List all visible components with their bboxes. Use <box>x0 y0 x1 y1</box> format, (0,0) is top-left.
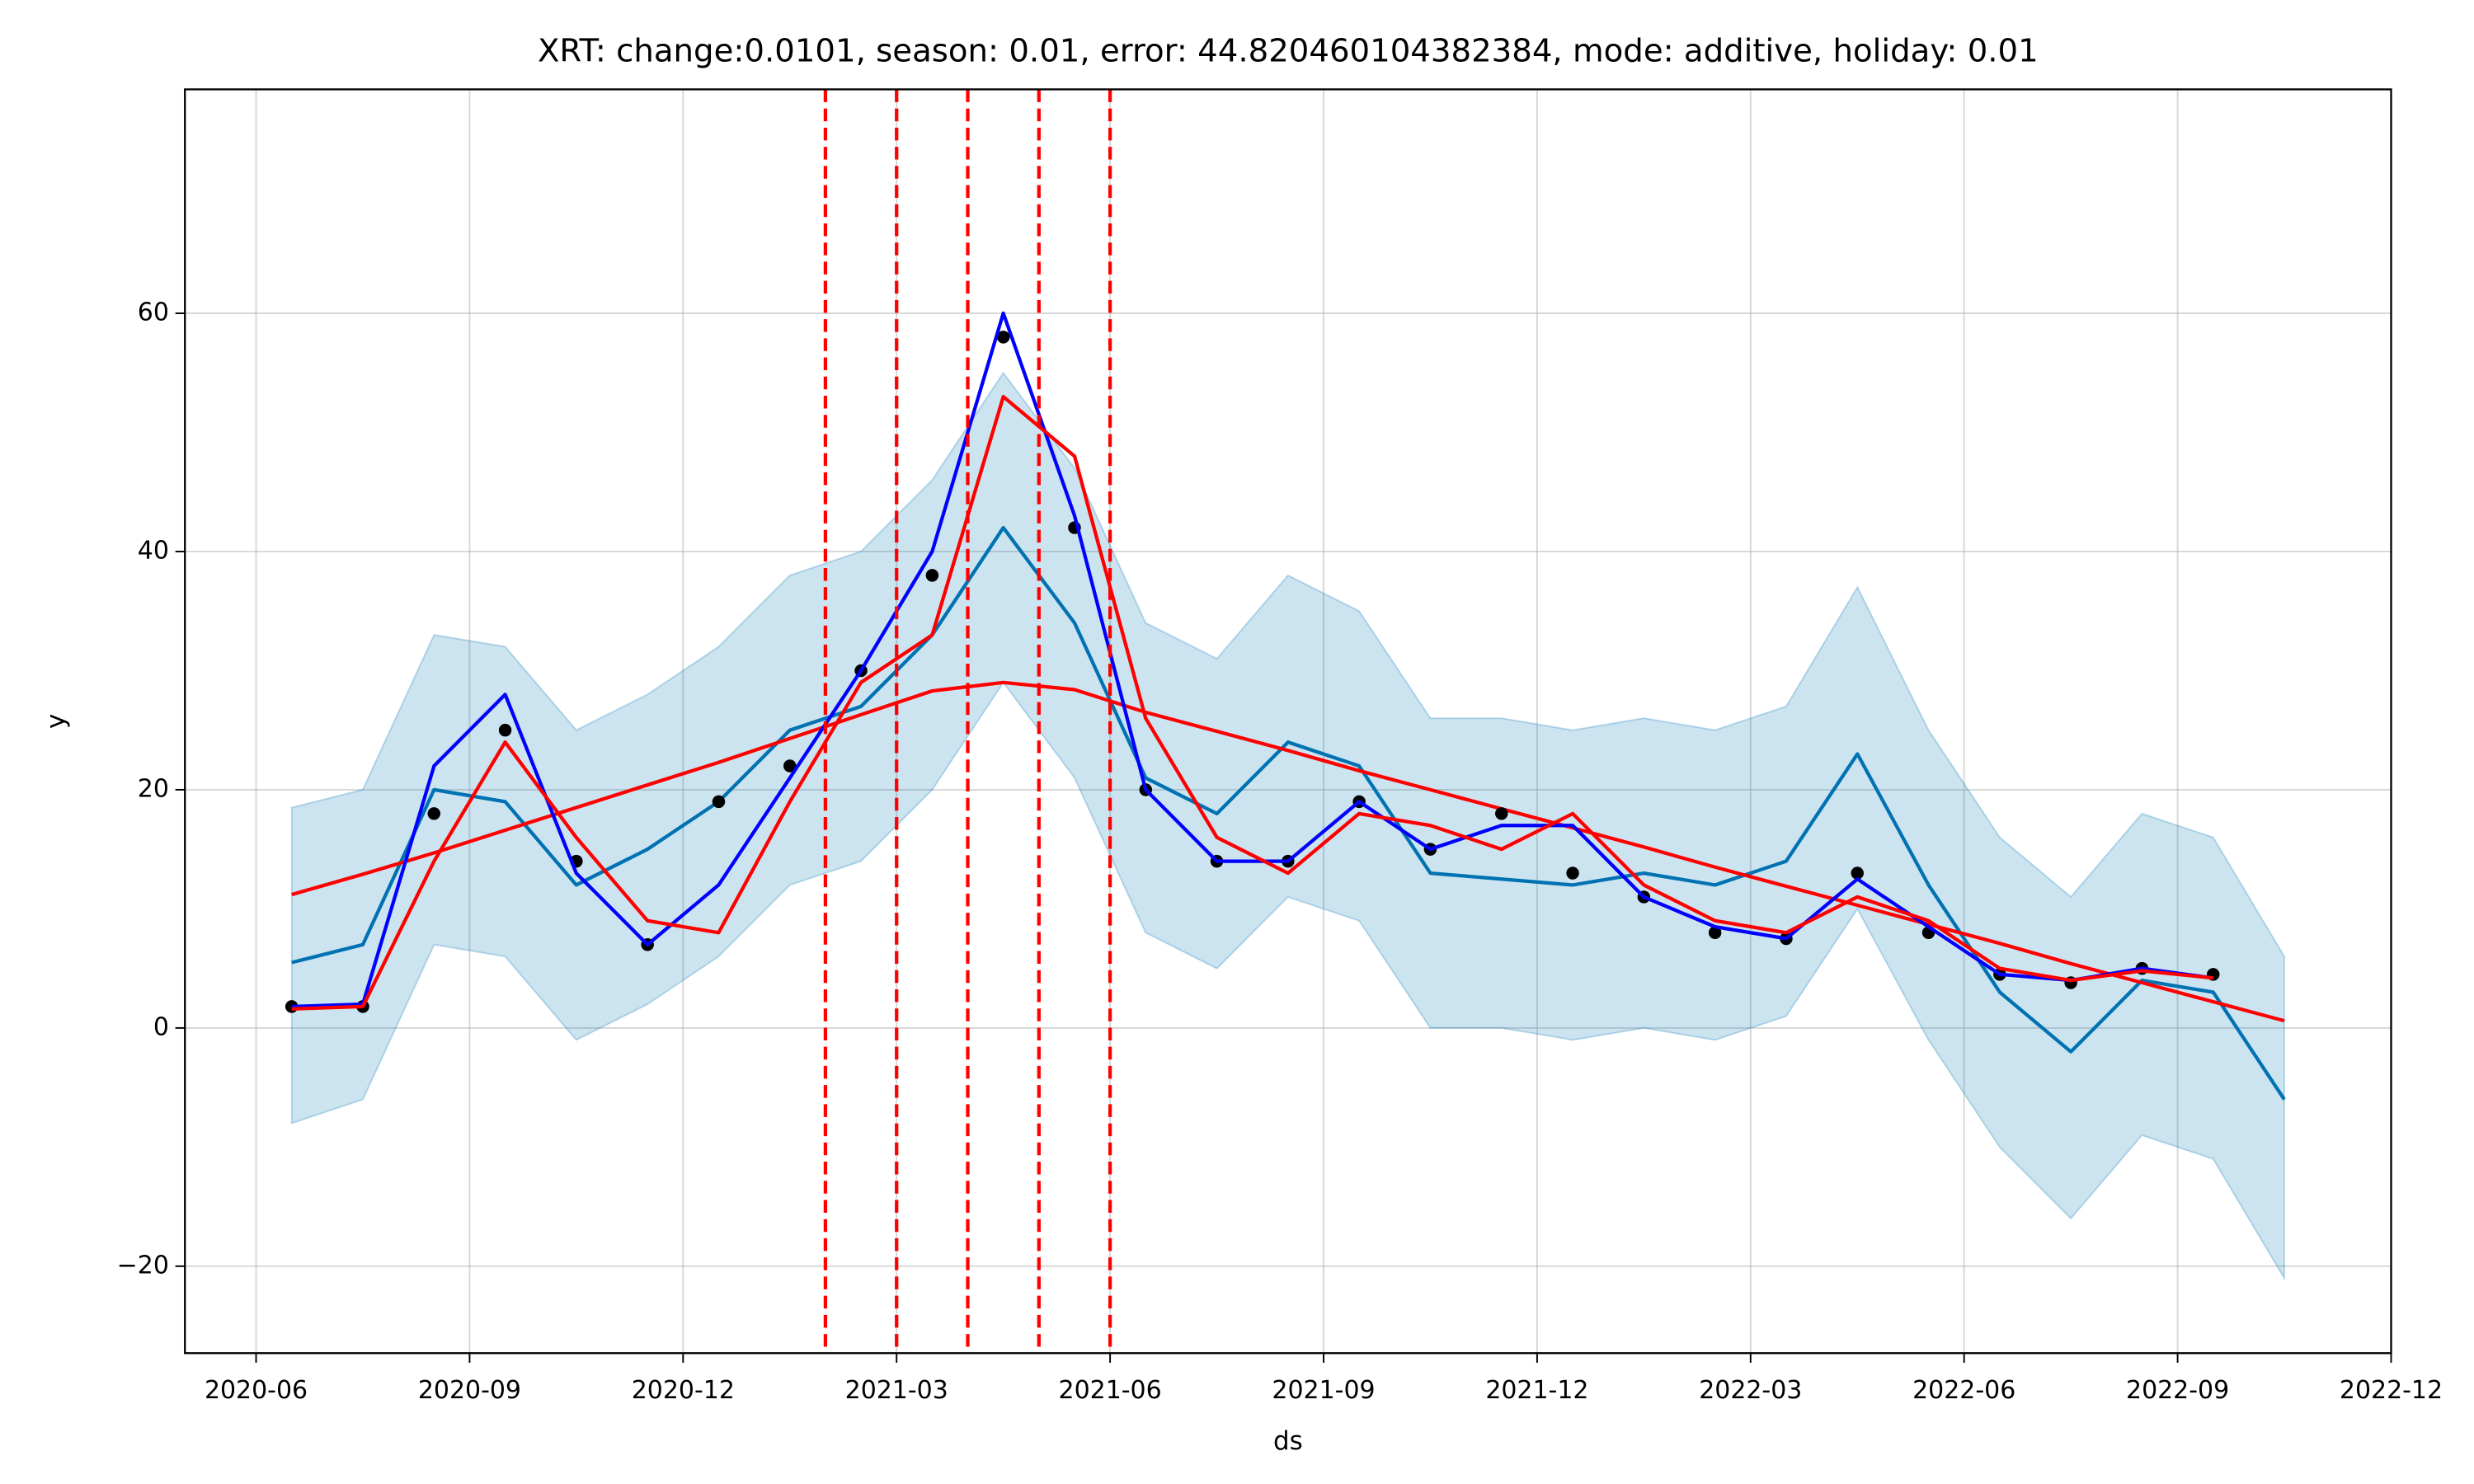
data-point <box>1566 866 1579 880</box>
data-point <box>925 569 939 582</box>
series-line <box>291 525 2286 1101</box>
x-tick-label: 2022-09 <box>2126 1376 2229 1405</box>
x-tick-label: 2022-12 <box>2340 1376 2443 1405</box>
data-point <box>783 759 797 773</box>
x-tick-label: 2022-06 <box>1912 1376 2015 1405</box>
plot-marks <box>285 89 2286 1354</box>
y-tick-label: 20 <box>138 774 169 803</box>
data-point <box>1851 866 1864 880</box>
data-point <box>427 807 441 820</box>
x-tick-label: 2020-06 <box>205 1376 308 1405</box>
plot-frame <box>184 88 2392 1355</box>
axes: 2020-06 2020-09 2020-12 2021-03 2021-06 2021-… <box>117 298 2443 1405</box>
series-line <box>291 311 2214 1009</box>
data-point <box>1708 926 1722 940</box>
y-tick-label: −20 <box>117 1251 169 1280</box>
y-tick-label: 0 <box>153 1012 169 1041</box>
y-tick-label: 40 <box>138 536 169 565</box>
data-point <box>1495 807 1508 820</box>
data-point <box>712 795 726 809</box>
x-tick-label: 2021-12 <box>1485 1376 1588 1405</box>
series-line <box>291 395 2213 1011</box>
x-tick-label: 2021-03 <box>845 1376 948 1405</box>
data-point <box>498 723 512 737</box>
y-tick-label: 60 <box>138 298 169 326</box>
chart-title: XRT: change:0.0101, season: 0.01, error:… <box>538 32 2039 69</box>
series-line <box>291 680 2285 1023</box>
x-tick-label: 2020-09 <box>418 1376 521 1405</box>
y-axis-label: y <box>41 714 71 729</box>
uncertainty-band <box>290 371 2285 1281</box>
x-axis-label: ds <box>1273 1426 1303 1456</box>
x-tick-label: 2021-09 <box>1272 1376 1375 1405</box>
x-tick-label: 2021-06 <box>1059 1376 1162 1405</box>
x-tick-label: 2020-12 <box>632 1376 735 1405</box>
x-tick-label: 2022-03 <box>1699 1376 1802 1405</box>
data-point <box>996 331 1010 344</box>
